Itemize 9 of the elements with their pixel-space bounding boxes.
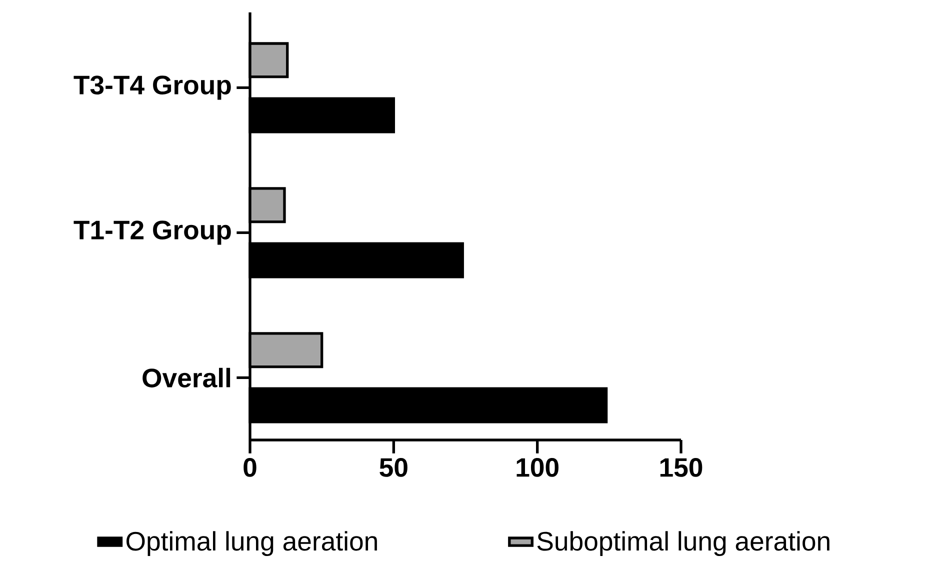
legend-label: Suboptimal lung aeration — [537, 531, 830, 556]
x-tick-label: 100 — [516, 458, 558, 477]
x-tick-label: 0 — [244, 458, 256, 477]
x-tick-label: 50 — [380, 458, 408, 477]
legend-label: Optimal lung aeration — [126, 531, 377, 556]
x-tick-label: 150 — [660, 458, 702, 477]
y-tick-label: T1-T2 Group — [74, 220, 231, 245]
y-tick-label: Overall — [142, 368, 230, 388]
y-tick-label: T3-T4 Group — [74, 76, 231, 100]
